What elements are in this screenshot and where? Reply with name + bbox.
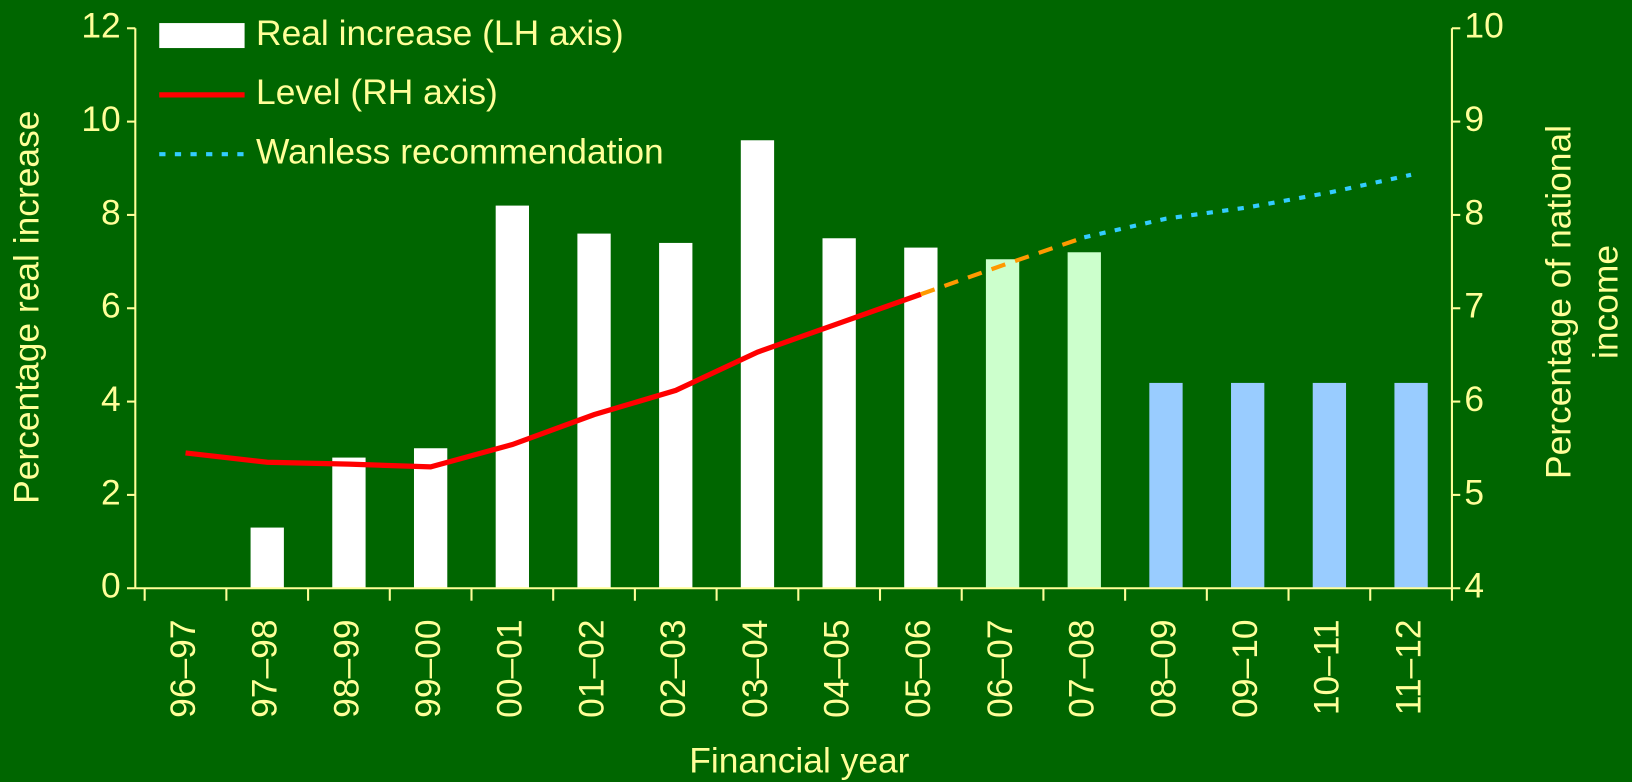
y-tick-label: 10 bbox=[81, 100, 120, 139]
y2-tick-label: 6 bbox=[1464, 380, 1484, 419]
bar bbox=[1312, 382, 1347, 589]
x-tick-label: 97–98 bbox=[246, 619, 285, 717]
line-series bbox=[185, 291, 922, 470]
bar bbox=[413, 448, 448, 589]
x-tick-label: 02–03 bbox=[654, 619, 693, 717]
bar bbox=[1231, 382, 1265, 589]
bar bbox=[1394, 382, 1428, 589]
x-tick-label: 09–10 bbox=[1226, 619, 1265, 717]
y-tick-label: 4 bbox=[101, 380, 121, 419]
bar bbox=[1067, 252, 1101, 589]
bar bbox=[904, 247, 938, 589]
y-tick-label: 12 bbox=[81, 7, 120, 46]
bar bbox=[659, 242, 693, 589]
y-tick-label: 0 bbox=[101, 567, 121, 606]
x-tick-label: 01–02 bbox=[572, 619, 611, 717]
x-tick-label: 99–00 bbox=[409, 619, 448, 717]
y-axis-title: Percentage real increase bbox=[7, 111, 46, 504]
line-series bbox=[920, 235, 1085, 297]
x-tick-label: 08–09 bbox=[1144, 619, 1183, 717]
x-tick-label: 10–11 bbox=[1308, 619, 1347, 715]
x-tick-label: 06–07 bbox=[981, 619, 1020, 717]
x-tick-label: 00–01 bbox=[491, 619, 530, 717]
y2-axis-title: income bbox=[1586, 245, 1625, 359]
y-tick-label: 8 bbox=[101, 193, 121, 232]
bar bbox=[985, 259, 1020, 589]
x-tick-label: 96–97 bbox=[164, 619, 203, 717]
bar bbox=[1149, 382, 1183, 589]
y-tick-label: 2 bbox=[101, 473, 121, 512]
legend-label: Level (RH axis) bbox=[256, 73, 498, 112]
y2-tick-label: 7 bbox=[1464, 287, 1484, 326]
x-tick-label: 98–99 bbox=[327, 619, 366, 717]
x-tick-label: 04–05 bbox=[818, 619, 857, 717]
y2-tick-label: 5 bbox=[1464, 473, 1484, 512]
x-tick-label: 03–04 bbox=[736, 619, 775, 717]
x-axis-title: Financial year bbox=[689, 741, 909, 780]
y2-tick-label: 8 bbox=[1464, 193, 1484, 232]
legend-label: Real increase (LH axis) bbox=[256, 14, 624, 53]
legend-label: Wanless recommendation bbox=[256, 133, 664, 172]
x-tick-label: 07–08 bbox=[1063, 619, 1102, 717]
y2-axis-title: Percentage of national bbox=[1540, 125, 1579, 479]
legend-swatch bbox=[159, 23, 245, 49]
y-tick-label: 6 bbox=[101, 287, 121, 326]
bar bbox=[250, 527, 284, 589]
bar bbox=[822, 238, 856, 589]
bar bbox=[740, 140, 775, 589]
y2-tick-label: 10 bbox=[1464, 7, 1503, 46]
y2-tick-label: 9 bbox=[1464, 100, 1484, 139]
x-tick-label: 11–12 bbox=[1389, 619, 1428, 715]
bar bbox=[332, 457, 366, 589]
y2-tick-label: 4 bbox=[1464, 567, 1484, 606]
bar bbox=[495, 205, 529, 589]
x-tick-label: 05–06 bbox=[899, 619, 938, 717]
